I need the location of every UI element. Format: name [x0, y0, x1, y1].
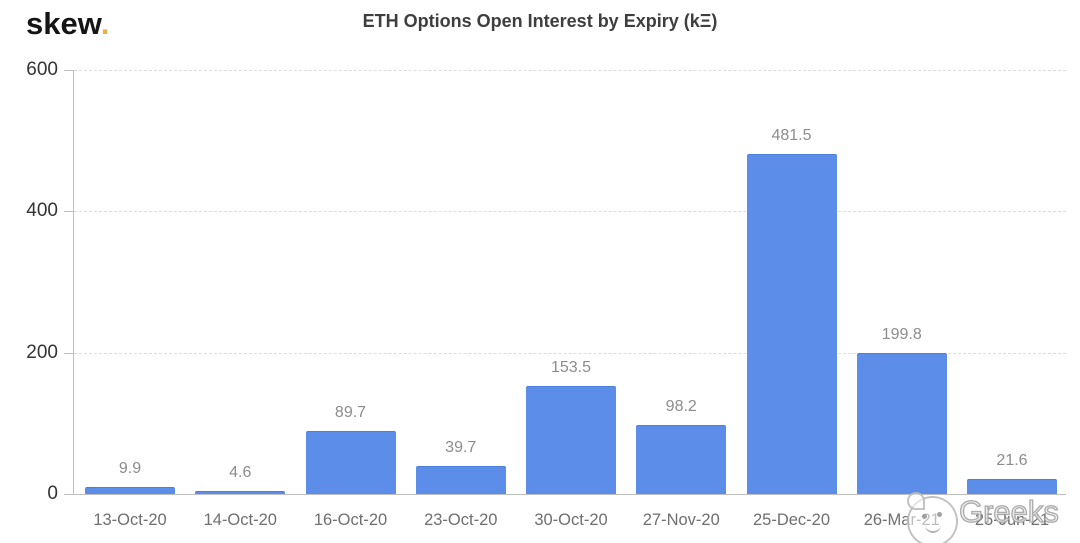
value-label: 98.2	[665, 397, 697, 415]
logo-text: skew	[26, 6, 101, 41]
value-label: 4.6	[229, 463, 252, 481]
x-tick-label: 16-Oct-20	[313, 511, 388, 529]
value-label: 9.9	[118, 460, 142, 477]
logo-dot: .	[100, 6, 110, 41]
y-tick-label: 200	[26, 341, 58, 363]
gridline-600	[74, 70, 1066, 71]
bar-27-Nov-20	[636, 424, 727, 494]
value-label: 89.7	[334, 403, 367, 421]
bar-16-Oct-20	[305, 430, 396, 494]
x-tick-label: 27-Nov-20	[642, 511, 720, 529]
y-tick-0	[64, 494, 73, 495]
x-axis-line	[73, 494, 1066, 495]
y-axis-line	[73, 70, 74, 494]
bar-25-Jun-21	[967, 478, 1057, 494]
x-tick-label: 25-Dec-20	[752, 511, 831, 529]
bar-25-Dec-20	[746, 153, 837, 494]
value-label: 21.6	[996, 451, 1028, 469]
y-tick-200	[64, 352, 73, 354]
gridline-200	[74, 352, 1066, 354]
y-tick-label: 400	[26, 200, 58, 222]
y-tick-600	[64, 70, 73, 71]
watermark-text: Greeks	[958, 493, 1059, 529]
bar-23-Oct-20	[415, 465, 506, 494]
bar-26-Mar-21	[856, 352, 947, 494]
bar-30-Oct-20	[526, 385, 616, 494]
x-tick-label: 30-Oct-20	[534, 511, 608, 529]
value-label: 199.8	[881, 325, 922, 343]
y-tick-400	[64, 211, 73, 213]
x-tick-label: 13-Oct-20	[93, 511, 167, 529]
x-tick-label: 14-Oct-20	[203, 511, 277, 529]
wechat-doge-face-icon	[907, 492, 958, 543]
skew-logo: skew.	[26, 6, 109, 42]
value-label: 39.7	[445, 438, 477, 456]
value-label: 153.5	[550, 358, 592, 376]
x-tick-label: 25-Jun-21	[974, 511, 1050, 529]
watermark: Greeks	[903, 492, 1080, 543]
chart-title: ETH Options Open Interest by Expiry (kΞ)	[362, 11, 718, 31]
bar-14-Oct-20	[195, 490, 286, 494]
bar-13-Oct-20	[85, 487, 175, 494]
x-tick-label: 23-Oct-20	[424, 511, 498, 529]
y-tick-label: 600	[26, 59, 58, 80]
gridline-400	[74, 211, 1066, 213]
y-tick-label: 0	[47, 483, 58, 504]
value-label: 481.5	[771, 126, 812, 144]
